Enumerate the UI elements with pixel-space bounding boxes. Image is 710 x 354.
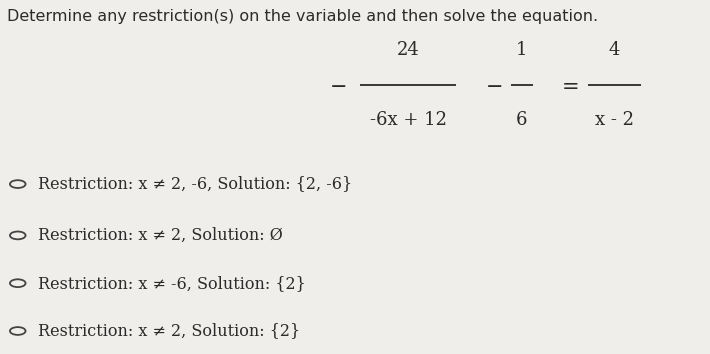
Text: -6x + 12: -6x + 12 [370,112,447,129]
Text: Determine any restriction(s) on the variable and then solve the equation.: Determine any restriction(s) on the vari… [7,9,599,24]
Text: 4: 4 [608,41,620,58]
Text: 6: 6 [516,112,528,129]
Text: 24: 24 [397,41,420,58]
Text: Restriction: x ≠ 2, Solution: Ø: Restriction: x ≠ 2, Solution: Ø [38,227,283,244]
Text: 1: 1 [516,41,528,58]
Text: $=$: $=$ [557,75,579,95]
Text: Restriction: x ≠ 2, Solution: {2}: Restriction: x ≠ 2, Solution: {2} [38,322,300,339]
Text: $-$: $-$ [485,75,502,95]
Text: Restriction: x ≠ -6, Solution: {2}: Restriction: x ≠ -6, Solution: {2} [38,275,305,292]
Text: $-$: $-$ [329,75,346,95]
Text: Restriction: x ≠ 2, -6, Solution: {2, -6}: Restriction: x ≠ 2, -6, Solution: {2, -6… [38,176,352,193]
Text: x - 2: x - 2 [595,112,633,129]
